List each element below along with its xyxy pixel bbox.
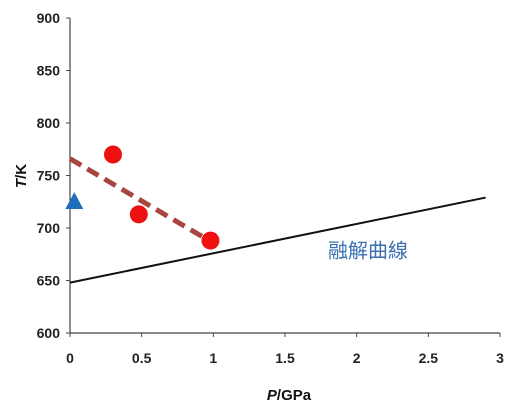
axes — [69, 18, 500, 334]
data-point-circle — [104, 145, 122, 164]
y-tick-label: 650 — [37, 273, 61, 289]
trend-line-dashed — [68, 156, 218, 247]
x-tick-labels: 0 0.5 1 1.5 2 2.5 3 — [66, 333, 504, 366]
y-tick-label: 800 — [37, 115, 61, 131]
x-tick-label: 0.5 — [132, 350, 152, 366]
x-tick-label: 2.5 — [419, 350, 439, 366]
y-axis-title-symbol: T — [13, 177, 30, 188]
y-tick-labels: 600 650 700 750 800 850 900 — [37, 10, 70, 341]
fit-lines — [68, 156, 486, 284]
y-axis-title: T/K — [13, 164, 30, 188]
data-point-circle — [201, 231, 220, 250]
x-tick-label: 1.5 — [275, 350, 295, 366]
data-point-circle — [129, 205, 148, 224]
data-points — [65, 145, 220, 250]
annotations: 融解曲線 — [328, 238, 408, 262]
y-tick-label: 700 — [37, 220, 61, 236]
y-tick-label: 750 — [37, 168, 61, 184]
melting-curve-label: 融解曲線 — [328, 238, 408, 262]
x-axis-title-unit: /GPa — [277, 387, 312, 404]
x-axis-title-symbol: P — [267, 387, 278, 404]
y-tick-label: 600 — [37, 325, 61, 341]
data-point-triangle — [65, 192, 84, 209]
melting-curve-line — [69, 196, 486, 284]
y-axis-title-unit: /K — [13, 164, 30, 179]
x-tick-label: 1 — [209, 350, 217, 366]
x-axis-title: P/GPa — [267, 387, 312, 404]
y-tick-label: 900 — [37, 10, 61, 26]
y-tick-label: 850 — [37, 63, 61, 79]
x-tick-label: 2 — [353, 350, 361, 366]
x-tick-label: 0 — [66, 350, 74, 366]
x-tick-label: 3 — [496, 350, 504, 366]
